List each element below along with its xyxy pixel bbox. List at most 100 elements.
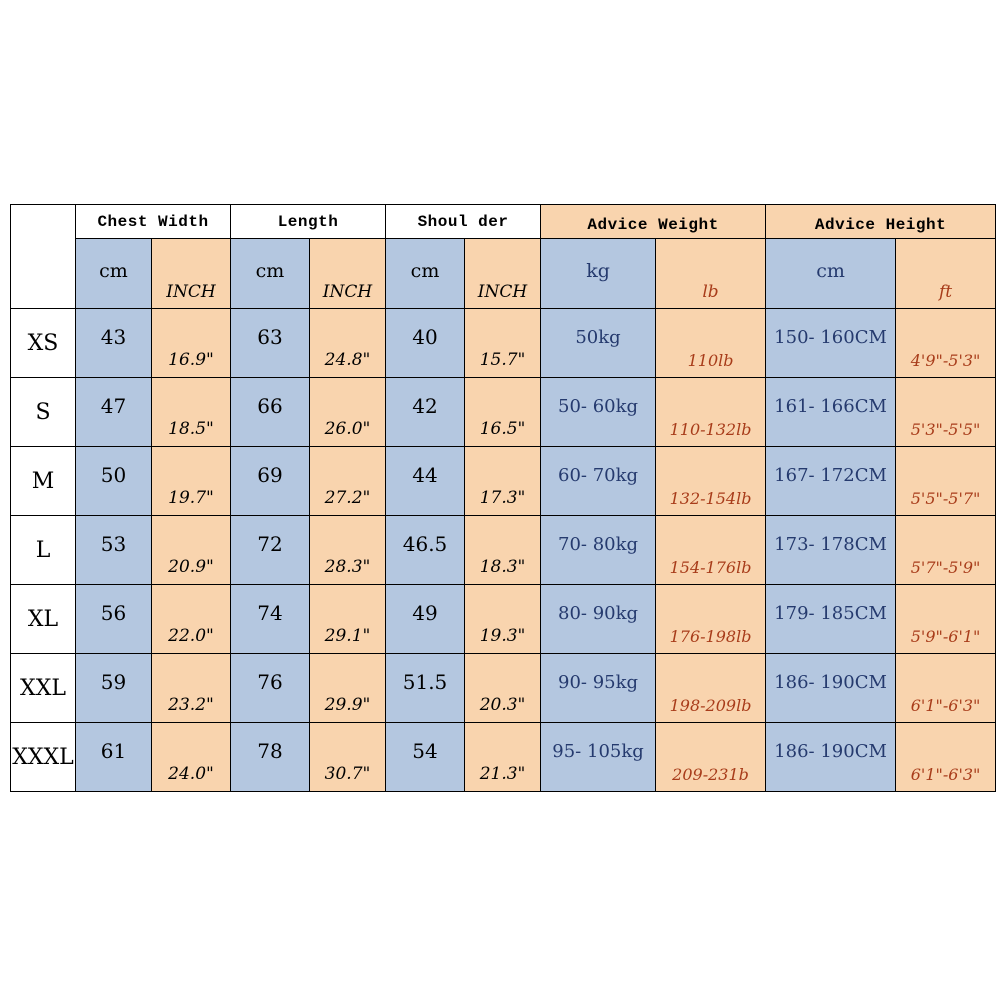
cell-length-cm: 72 (230, 515, 310, 585)
cell-chest-cm: 61 (75, 722, 152, 792)
cell-height-cm: 173- 178CM (765, 515, 897, 585)
cell-height-ft: 4'9"-5'3" (895, 308, 997, 378)
table-row-s: S 47 18.5" 66 26.0" 42 16.5" 50- 60kg 11… (10, 377, 997, 447)
cell-length-cm: 78 (230, 722, 310, 792)
cell-weight-kg: 50- 60kg (540, 377, 657, 447)
unit-header-row: cm INCH cm INCH cm INCH kg lb cm ft (11, 238, 997, 309)
cell-length-inch: 27.2" (308, 446, 387, 516)
cell-chest-inch: 22.0" (151, 584, 231, 654)
unit-chest-cm: cm (75, 238, 152, 309)
cell-height-cm: 179- 185CM (765, 584, 897, 654)
cell-weight-lb: 110lb (655, 308, 767, 378)
cell-weight-lb: 209-231b (655, 722, 767, 792)
group-header-advice-weight: Advice Weight (540, 204, 767, 239)
unit-length-cm: cm (230, 238, 310, 309)
table-row-xxl: XXL 59 23.2" 76 29.9" 51.5 20.3" 90- 95k… (10, 653, 997, 723)
cell-height-cm: 150- 160CM (765, 308, 897, 378)
cell-height-ft: 6'1"-6'3" (895, 722, 997, 792)
size-chart: Chest Width Length Shoul der Advice Weig… (10, 204, 997, 792)
cell-weight-kg: 60- 70kg (540, 446, 657, 516)
unit-weight-kg: kg (540, 238, 657, 309)
unit-weight-lb: lb (655, 238, 767, 309)
cell-shoulder-cm: 42 (385, 377, 466, 447)
cell-height-ft: 5'3"-5'5" (895, 377, 997, 447)
cell-length-cm: 69 (230, 446, 310, 516)
size-label: XS (10, 308, 76, 378)
cell-chest-cm: 56 (75, 584, 152, 654)
cell-chest-cm: 43 (75, 308, 152, 378)
group-header-length: Length (229, 204, 387, 239)
cell-chest-inch: 23.2" (151, 653, 231, 723)
cell-shoulder-inch: 21.3" (464, 722, 542, 792)
cell-chest-cm: 53 (75, 515, 152, 585)
cell-length-inch: 26.0" (308, 377, 387, 447)
cell-weight-kg: 70- 80kg (540, 515, 657, 585)
cell-length-cm: 63 (230, 308, 310, 378)
cell-length-inch: 28.3" (308, 515, 387, 585)
cell-shoulder-cm: 46.5 (385, 515, 466, 585)
group-header-chest-width: Chest Width (75, 204, 231, 239)
cell-weight-kg: 95- 105kg (540, 722, 657, 792)
cell-length-inch: 30.7" (308, 722, 387, 792)
cell-chest-inch: 16.9" (151, 308, 231, 378)
cell-height-ft: 6'1"-6'3" (895, 653, 997, 723)
cell-shoulder-inch: 17.3" (464, 446, 542, 516)
unit-shoulder-cm: cm (385, 238, 466, 309)
table-row-xs: XS 43 16.9" 63 24.8" 40 15.7" 50kg 110lb… (10, 308, 997, 378)
cell-height-cm: 167- 172CM (765, 446, 897, 516)
cell-shoulder-inch: 18.3" (464, 515, 542, 585)
cell-length-inch: 29.9" (308, 653, 387, 723)
cell-chest-cm: 59 (75, 653, 152, 723)
cell-weight-lb: 198-209lb (655, 653, 767, 723)
cell-height-ft: 5'9"-6'1" (895, 584, 997, 654)
cell-shoulder-cm: 49 (385, 584, 466, 654)
corner-cell (10, 204, 76, 309)
cell-shoulder-cm: 40 (385, 308, 466, 378)
size-label: XXXL (10, 722, 76, 792)
table-row-l: L 53 20.9" 72 28.3" 46.5 18.3" 70- 80kg … (10, 515, 997, 585)
cell-shoulder-inch: 20.3" (464, 653, 542, 723)
unit-height-ft: ft (895, 238, 997, 309)
cell-chest-inch: 20.9" (151, 515, 231, 585)
size-label: M (10, 446, 76, 516)
cell-chest-inch: 19.7" (151, 446, 231, 516)
cell-chest-cm: 47 (75, 377, 152, 447)
unit-length-inch: INCH (308, 238, 387, 309)
size-label: XXL (10, 653, 76, 723)
cell-weight-lb: 154-176lb (655, 515, 767, 585)
unit-height-cm: cm (765, 238, 897, 309)
cell-chest-cm: 50 (75, 446, 152, 516)
unit-shoulder-inch: INCH (464, 238, 542, 309)
cell-length-inch: 24.8" (308, 308, 387, 378)
cell-length-inch: 29.1" (308, 584, 387, 654)
cell-height-cm: 161- 166CM (765, 377, 897, 447)
group-header-shoulder: Shoul der (385, 204, 542, 239)
cell-weight-lb: 132-154lb (655, 446, 767, 516)
cell-shoulder-inch: 16.5" (464, 377, 542, 447)
table-row-m: M 50 19.7" 69 27.2" 44 17.3" 60- 70kg 13… (10, 446, 997, 516)
cell-weight-kg: 50kg (540, 308, 657, 378)
cell-shoulder-inch: 15.7" (464, 308, 542, 378)
table-row-xl: XL 56 22.0" 74 29.1" 49 19.3" 80- 90kg 1… (10, 584, 997, 654)
cell-shoulder-inch: 19.3" (464, 584, 542, 654)
cell-height-ft: 5'5"-5'7" (895, 446, 997, 516)
cell-weight-kg: 80- 90kg (540, 584, 657, 654)
cell-weight-lb: 176-198lb (655, 584, 767, 654)
cell-length-cm: 76 (230, 653, 310, 723)
cell-shoulder-cm: 51.5 (385, 653, 466, 723)
cell-chest-inch: 24.0" (151, 722, 231, 792)
group-header-advice-height: Advice Height (765, 204, 997, 239)
size-label: L (10, 515, 76, 585)
cell-length-cm: 74 (230, 584, 310, 654)
cell-shoulder-cm: 44 (385, 446, 466, 516)
size-label: XL (10, 584, 76, 654)
table-row-xxxl: XXXL 61 24.0" 78 30.7" 54 21.3" 95- 105k… (10, 722, 997, 792)
cell-length-cm: 66 (230, 377, 310, 447)
cell-height-cm: 186- 190CM (765, 722, 897, 792)
size-chart-table: Chest Width Length Shoul der Advice Weig… (10, 204, 997, 792)
cell-height-cm: 186- 190CM (765, 653, 897, 723)
cell-chest-inch: 18.5" (151, 377, 231, 447)
size-label: S (10, 377, 76, 447)
group-header-row: Chest Width Length Shoul der Advice Weig… (10, 204, 997, 309)
cell-weight-lb: 110-132lb (655, 377, 767, 447)
